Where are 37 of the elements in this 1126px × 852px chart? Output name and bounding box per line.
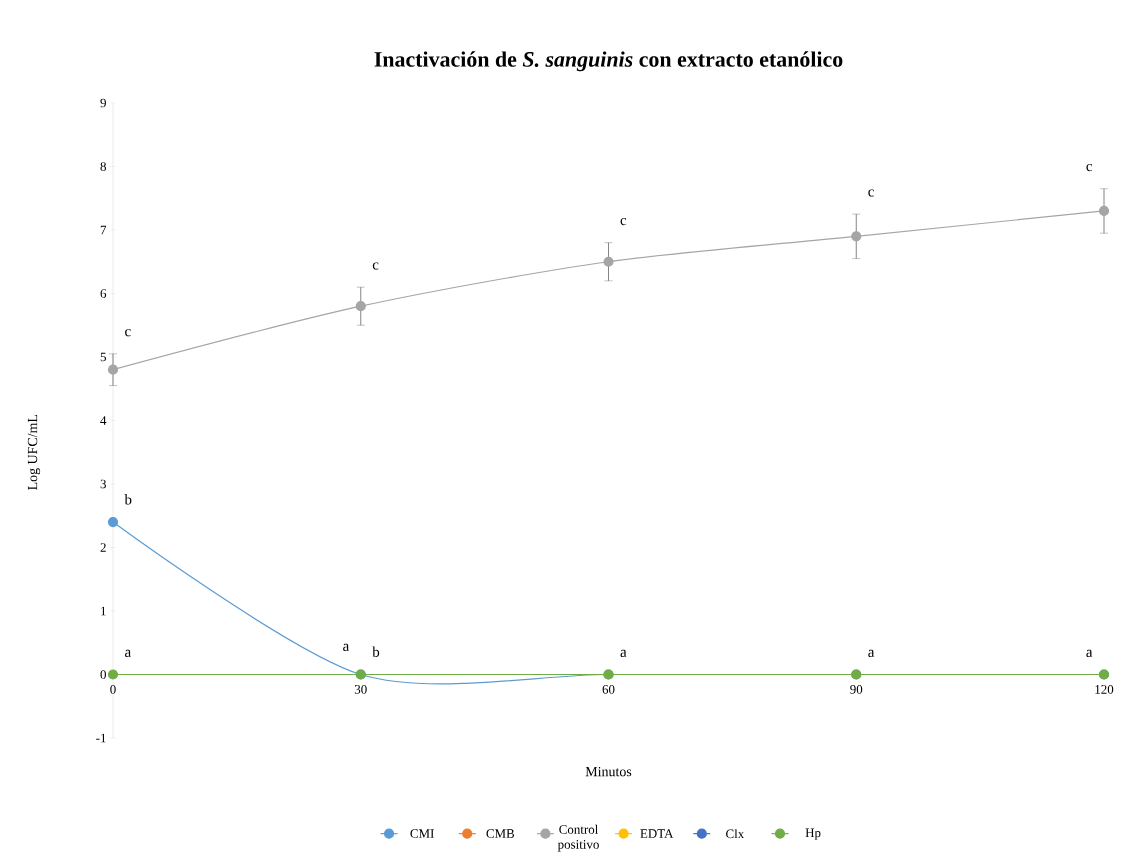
- x-tick-label: 120: [1095, 685, 1114, 694]
- legend-label: Control positivo: [557, 824, 599, 852]
- data-label: c: [620, 218, 627, 226]
- x-tick-label: 0: [110, 685, 116, 694]
- x-axis-title: Minutos: [585, 766, 632, 777]
- y-tick-label: 0: [100, 670, 106, 679]
- y-tick-label: 5: [100, 352, 106, 362]
- y-tick-label: 8: [100, 162, 106, 171]
- data-label: b: [372, 646, 380, 657]
- y-tick-label: 3: [100, 479, 106, 489]
- y-tick-label: -1: [96, 733, 106, 743]
- y-axis-title: Log UFC/mL: [27, 414, 41, 491]
- legend-label: Hp: [805, 828, 821, 840]
- legend-label: CMI: [410, 829, 434, 838]
- chart-title: Inactivación de S. sanguinis con extracto etanólico: [374, 51, 843, 72]
- data-label: b: [124, 494, 132, 505]
- y-tick-label: 2: [100, 543, 106, 552]
- legend-label: CMB: [486, 829, 515, 838]
- data-label: a: [343, 643, 350, 651]
- data-label: c: [868, 189, 874, 197]
- data-label: a: [620, 649, 627, 657]
- data-label: a: [1086, 649, 1093, 657]
- y-tick-label: 7: [100, 225, 107, 235]
- data-label: c: [125, 329, 131, 337]
- x-tick-label: 60: [602, 685, 615, 694]
- data-label: a: [868, 649, 875, 657]
- data-label: a: [125, 649, 131, 657]
- y-tick-label: 6: [100, 289, 107, 298]
- x-tick-label: 90: [850, 685, 863, 694]
- y-tick-label: 4: [100, 416, 107, 425]
- y-tick-label: 1: [101, 606, 106, 616]
- x-tick-label: 30: [354, 685, 367, 694]
- legend-label: EDTA: [640, 829, 674, 838]
- data-label: c: [1086, 164, 1093, 172]
- data-label: c: [372, 262, 379, 270]
- y-tick-label: 9: [100, 98, 106, 108]
- legend-label: Clx: [726, 829, 745, 839]
